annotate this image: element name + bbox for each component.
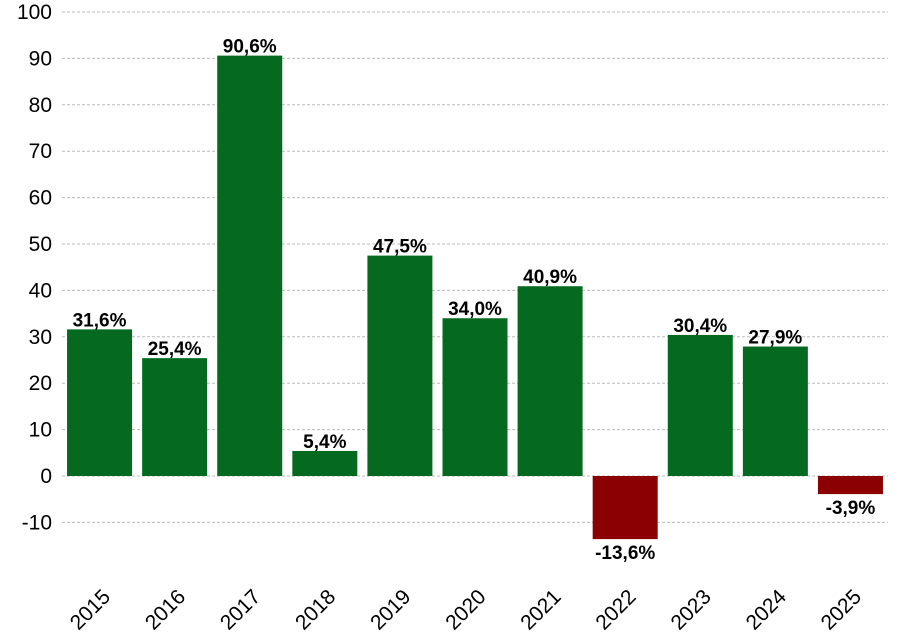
y-tick-label: 20 <box>29 372 52 395</box>
data-label: 47,5% <box>373 237 427 258</box>
y-tick-label: 40 <box>29 279 52 302</box>
y-tick-label: 80 <box>29 94 52 117</box>
x-tick-label: 2024 <box>742 585 792 635</box>
y-tick-label: 90 <box>29 47 52 70</box>
y-tick-label: 100 <box>17 1 52 24</box>
bar-2022 <box>592 476 658 540</box>
y-axis-ticks: -10 0 10 20 30 40 50 60 70 80 90 100 <box>17 1 52 534</box>
y-tick-label: 0 <box>40 465 52 488</box>
y-tick-label: 70 <box>29 140 52 163</box>
x-tick-label: 2019 <box>366 585 415 634</box>
x-tick-label: 2018 <box>291 585 340 634</box>
data-label: 90,6% <box>223 37 277 58</box>
data-label: -13,6% <box>595 543 655 564</box>
x-tick-label: 2016 <box>141 585 190 634</box>
data-label: 30,4% <box>673 316 727 337</box>
bar-2024 <box>742 346 808 476</box>
bar-2015 <box>67 329 133 476</box>
data-labels: 31,6% 25,4% 90,6% 5,4% 47,5% 34,0% 40,9% -13,6%… <box>73 37 876 564</box>
data-label: 34,0% <box>448 299 502 320</box>
data-label: -3,9% <box>826 498 876 519</box>
y-tick-label: -10 <box>22 511 52 534</box>
data-label: 31,6% <box>73 310 127 331</box>
x-tick-label: 2017 <box>216 585 265 634</box>
bar-2016 <box>142 358 208 476</box>
y-tick-label: 10 <box>29 419 52 442</box>
x-tick-label: 2023 <box>667 585 716 634</box>
bars <box>67 55 883 540</box>
bar-2019 <box>367 255 433 476</box>
data-label: 40,9% <box>523 267 577 288</box>
data-label: 27,9% <box>748 328 802 349</box>
y-tick-label: 50 <box>29 233 52 256</box>
bar-2025 <box>817 476 883 495</box>
data-label: 5,4% <box>303 432 346 453</box>
bar-2020 <box>442 318 508 476</box>
x-tick-label: 2015 <box>66 585 115 634</box>
bar-2018 <box>292 450 358 476</box>
x-tick-label: 2025 <box>817 585 866 634</box>
y-tick-label: 60 <box>29 187 52 210</box>
data-label: 25,4% <box>148 339 202 360</box>
y-tick-label: 30 <box>29 326 52 349</box>
bar-2017 <box>217 55 283 477</box>
x-tick-label: 2021 <box>516 585 565 634</box>
x-tick-label: 2020 <box>441 585 490 634</box>
x-axis-ticks: 2015 2016 2017 2018 2019 2020 2021 2022 2023 2024… <box>66 585 866 635</box>
bar-2023 <box>667 334 733 476</box>
x-tick-label: 2022 <box>591 585 640 634</box>
bar-2021 <box>517 286 583 476</box>
